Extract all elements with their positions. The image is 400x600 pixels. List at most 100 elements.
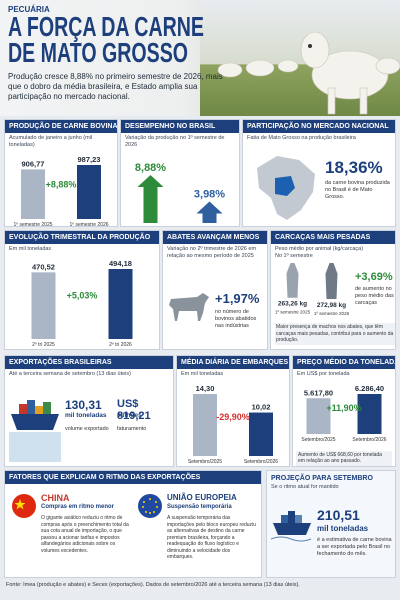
chart: 14,30 Setembro/2025 10,02 Setembro/2026 -29,… bbox=[188, 384, 278, 465]
projection-text: é a estimativa de carne bovina a ser exp… bbox=[317, 537, 392, 558]
panel-title: PREÇO MÉDIO DA TONELADA bbox=[293, 356, 395, 369]
value-label: 987,23 bbox=[78, 155, 101, 164]
factor-name: UNIÃO EUROPEIA bbox=[167, 493, 237, 502]
panel: ABATES AVANÇAM MENOS Variação no 2º trim… bbox=[162, 230, 268, 350]
factor-name: CHINA bbox=[41, 493, 70, 503]
panel: DESEMPENHO NO BRASIL Variação da produçã… bbox=[120, 119, 240, 227]
export-value: US$ 819,21 bbox=[117, 398, 151, 422]
note: Aumento de US$ 668,60 por tonelada em re… bbox=[296, 450, 392, 466]
footer: Fonte: Imea (produção e abates) e Secex … bbox=[6, 582, 300, 588]
panel: PARTICIPAÇÃO NO MERCADO NACIONAL Fatia d… bbox=[242, 119, 396, 227]
change-label: +8,88% bbox=[46, 179, 77, 189]
category-label: Setembro/2025 bbox=[301, 437, 335, 443]
category-label: 1º semestre 2026 bbox=[314, 311, 350, 316]
ship-icon bbox=[271, 511, 312, 542]
projection-unit: mil toneladas bbox=[317, 524, 369, 533]
bar bbox=[193, 393, 217, 456]
panel-title: EVOLUÇÃO TRIMESTRAL DA PRODUÇÃO bbox=[5, 231, 159, 244]
category-label: 2º tri 2026 bbox=[109, 342, 132, 348]
factor-text: A suspensão temporária das importações p… bbox=[167, 515, 256, 560]
change: +3,69% bbox=[355, 271, 393, 283]
flag-china bbox=[12, 494, 36, 518]
bar bbox=[108, 268, 133, 339]
export-label: volume exportado bbox=[65, 426, 109, 432]
bar bbox=[21, 169, 45, 219]
value-label: 263,26 kg bbox=[278, 301, 307, 308]
header: PECUÁRIA A FORÇA DA CARNE DE MATO GROSSO… bbox=[0, 0, 400, 116]
change-label: +5,03% bbox=[67, 290, 98, 300]
value-label: 5.617,80 bbox=[304, 388, 333, 397]
slaughter-text: no número de bovinos abatidos nas indúst… bbox=[215, 309, 257, 330]
panel-subtitle: Peso médio por animal (kg/carcaça) bbox=[275, 246, 364, 252]
share-text: da carne bovina produzida no Brasil é de… bbox=[325, 180, 390, 201]
category-label: 2º tri 2025 bbox=[32, 342, 55, 348]
panel: PROJEÇÃO PARA SETEMBRO Se o ritmo atual … bbox=[266, 470, 396, 578]
factor-headline: Compras em ritmo menor bbox=[41, 504, 115, 510]
value-label: 6.286,40 bbox=[355, 384, 384, 393]
panel: EVOLUÇÃO TRIMESTRAL DA PRODUÇÃO Em mil t… bbox=[4, 230, 160, 350]
subtitle: Produção cresce 8,88% no primeiro semest… bbox=[8, 72, 223, 101]
panel-title: PARTICIPAÇÃO NO MERCADO NACIONAL bbox=[243, 120, 395, 133]
panel-title: EXPORTAÇÕES BRASILEIRAS bbox=[5, 356, 173, 369]
share-value: 18,36% bbox=[325, 158, 383, 177]
value-label: 10,02 bbox=[252, 402, 271, 411]
panel-title: FATORES QUE EXPLICAM O RITMO DAS EXPORTA… bbox=[5, 471, 261, 484]
panel-title: PRODUÇÃO DE CARNE BOVINA bbox=[5, 120, 117, 133]
projection-value: 210,51 bbox=[317, 507, 360, 523]
export-unit: milhões bbox=[117, 412, 142, 419]
panel-subtitle: Se o ritmo atual for mantido bbox=[271, 484, 339, 490]
chart: 5.617,80 Setembro/2025 6.286,40 Setembro/20… bbox=[301, 384, 386, 443]
panel-subtitle: Fatia de Mato Grosso na produção brasile… bbox=[247, 135, 356, 141]
change-label: -29,90% bbox=[216, 412, 250, 422]
panel-subtitle: Acumulado de janeiro a junho (mil tonela… bbox=[9, 135, 93, 148]
arrow bbox=[196, 201, 223, 223]
title-line: DE MATO GROSSO bbox=[8, 37, 189, 68]
category-label: Setembro/2025 bbox=[188, 459, 222, 465]
export-label: faturamento bbox=[117, 426, 147, 432]
title-line: A FORÇA DA CARNE bbox=[8, 11, 204, 42]
note: Maior presença de machos nos abates, que… bbox=[275, 323, 395, 345]
bar bbox=[31, 272, 56, 339]
panel-title: CARCAÇAS MAIS PESADAS bbox=[271, 231, 395, 244]
chart: 470,52 2º tri 2025 494,18 2º tri 2026 +5,03% bbox=[31, 259, 133, 348]
map bbox=[257, 156, 315, 220]
panel-subtitle: Até a terceira semana de setembro (13 di… bbox=[9, 371, 131, 377]
panel-title: PROJEÇÃO PARA SETEMBRO bbox=[271, 475, 373, 482]
panel-subtitle: Variação no 2º trimestre de 2026 em rela… bbox=[167, 246, 257, 259]
value-label: 3,98% bbox=[194, 188, 225, 200]
flag-eu bbox=[138, 494, 162, 518]
bar bbox=[306, 398, 331, 434]
value-label: 14,30 bbox=[196, 384, 215, 393]
panel-title: DESEMPENHO NO BRASIL bbox=[121, 120, 239, 133]
period: No 1º semestre bbox=[275, 252, 313, 259]
export-unit: mil toneladas bbox=[65, 412, 107, 419]
header-photo bbox=[200, 0, 400, 116]
panel-title: ABATES AVANÇAM MENOS bbox=[163, 231, 267, 244]
category-label: 1º semestre 2025 bbox=[13, 222, 52, 227]
category-label: Setembro/2026 bbox=[352, 437, 386, 443]
bar bbox=[249, 412, 273, 456]
factor-headline: Suspensão temporária bbox=[167, 504, 232, 510]
panel: MÉDIA DIÁRIA DE EMBARQUES Em mil tonelad… bbox=[176, 355, 290, 467]
value-label: 906,77 bbox=[22, 159, 45, 168]
cow-icon bbox=[169, 293, 209, 321]
arrow bbox=[137, 174, 164, 223]
chart: 906,77 1º semestre 2025 987,23 1º semestre … bbox=[13, 155, 108, 227]
bar bbox=[77, 164, 101, 219]
panel-subtitle: Em mil toneladas bbox=[9, 246, 52, 252]
panel-subtitle: Em US$ por tonelada bbox=[297, 371, 350, 377]
panel-subtitle: Em mil toneladas bbox=[181, 371, 224, 377]
panel-subtitle: Variação da produção no 1º semestre de 2… bbox=[125, 135, 225, 148]
change-label: +11,90% bbox=[326, 403, 361, 413]
category-label: 1º semestre 2025 bbox=[275, 310, 311, 315]
category-label: 1º semestre 2026 bbox=[69, 222, 108, 227]
chart: 8,88%Mato Grosso3,98%Brasil bbox=[135, 162, 225, 223]
slaughter-value: +1,97% bbox=[215, 291, 260, 306]
bar bbox=[357, 393, 382, 434]
chart: 263,26 kg 1º semestre 2025 272,98 kg 1º sem… bbox=[275, 263, 350, 316]
panel: CARCAÇAS MAIS PESADAS Peso médio por ani… bbox=[270, 230, 396, 350]
value-label: 470,52 bbox=[32, 262, 55, 271]
carcass bbox=[286, 263, 299, 298]
category-label: Setembro/2026 bbox=[244, 459, 278, 465]
